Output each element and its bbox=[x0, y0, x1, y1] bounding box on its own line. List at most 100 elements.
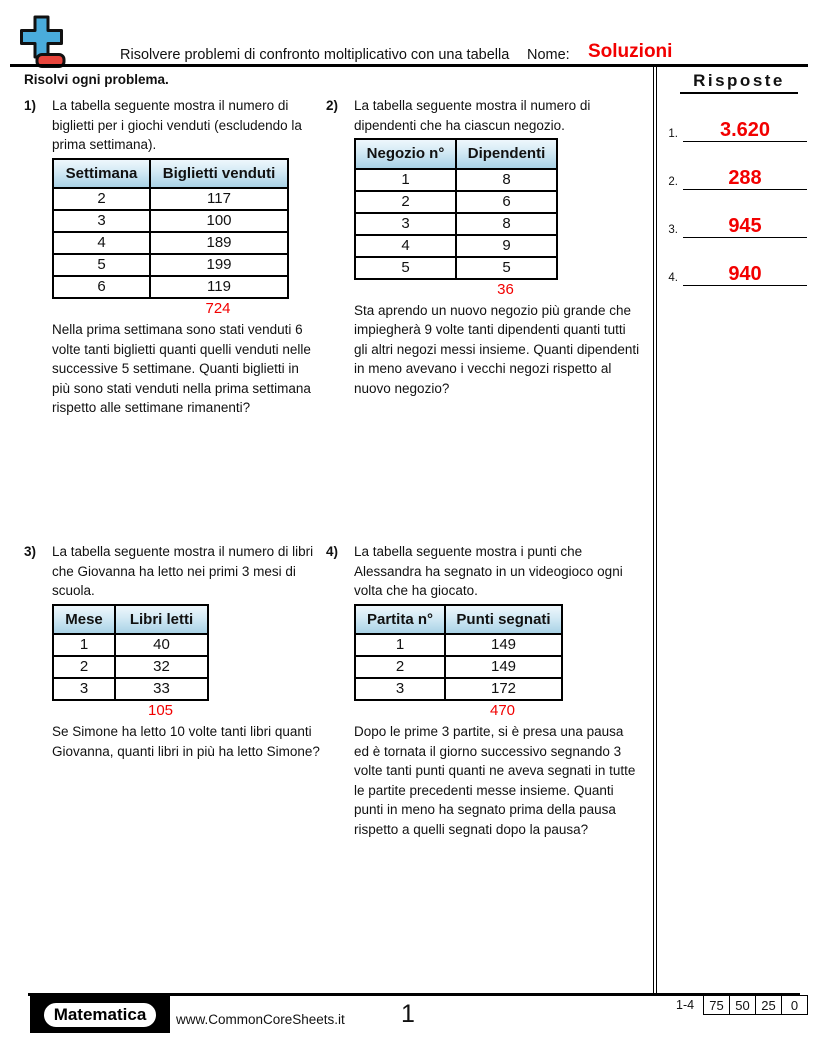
answer-row-2: 2. 288 bbox=[662, 167, 812, 190]
table-row: 1 149 bbox=[354, 633, 563, 657]
page-title: Risolvere problemi di confronto moltipli… bbox=[120, 47, 510, 63]
problem-4: 4) La tabella seguente mostra i punti ch… bbox=[326, 542, 642, 839]
table-cell: 1 bbox=[354, 633, 446, 657]
footer-divider bbox=[28, 993, 800, 996]
table-row: 2 32 bbox=[52, 655, 209, 679]
table-cell: 149 bbox=[444, 633, 563, 657]
answers-column-divider bbox=[653, 66, 657, 995]
table-cell: 40 bbox=[114, 633, 209, 657]
table-cell: 5 bbox=[455, 255, 558, 280]
table-header-cell: Biglietti venduti bbox=[149, 157, 289, 189]
brand-logo: Matematica bbox=[30, 996, 170, 1033]
problem-3-table: Mese Libri letti 1 40 2 32 3 33 bbox=[52, 603, 209, 701]
problem-question: Nella prima settimana sono stati venduti… bbox=[52, 322, 311, 415]
table-cell: 2 bbox=[52, 187, 151, 211]
problem-question: Se Simone ha letto 10 volte tanti libri … bbox=[52, 724, 320, 759]
table-cell: 3 bbox=[52, 677, 116, 701]
table-cell: 100 bbox=[149, 209, 289, 233]
score-cell: 75 bbox=[703, 995, 730, 1015]
table-cell: 9 bbox=[455, 233, 558, 258]
score-range-label: 1-4 bbox=[676, 998, 695, 1012]
problem-intro: La tabella seguente mostra i punti che A… bbox=[354, 544, 623, 598]
table-header-cell: Partita n° bbox=[354, 603, 446, 635]
problem-2: 2) La tabella seguente mostra il numero … bbox=[326, 96, 642, 398]
table-cell: 1 bbox=[354, 167, 457, 192]
table-row: 3 33 bbox=[52, 677, 209, 701]
worksheet-instruction: Risolvi ogni problema. bbox=[24, 72, 169, 87]
table-cell: 117 bbox=[149, 187, 289, 211]
plus-minus-math-icon bbox=[14, 14, 68, 70]
name-value-solutions: Soluzioni bbox=[588, 41, 673, 62]
table-cell: 149 bbox=[444, 655, 563, 679]
table-cell: 32 bbox=[114, 655, 209, 679]
table-cell: 5 bbox=[52, 253, 151, 277]
website-url: www.CommonCoreSheets.it bbox=[176, 1012, 345, 1027]
worked-answer: 470 bbox=[489, 702, 516, 719]
table-cell: 189 bbox=[149, 231, 289, 255]
answer-number: 1. bbox=[668, 128, 678, 140]
score-cell: 50 bbox=[729, 995, 756, 1015]
table-row: 4 189 bbox=[52, 231, 289, 255]
worked-answer: 724 bbox=[205, 300, 231, 317]
name-label: Nome: bbox=[527, 47, 570, 63]
table-header-cell: Negozio n° bbox=[354, 138, 457, 170]
answer-row-3: 3. 945 bbox=[662, 215, 812, 238]
answers-column: Risposte 1. 3.620 2. 288 3. 945 4. 940 bbox=[662, 71, 812, 286]
table-cell: 2 bbox=[354, 655, 446, 679]
problem-question: Dopo le prime 3 partite, si è presa una … bbox=[354, 724, 636, 837]
header-divider bbox=[10, 64, 808, 67]
table-cell: 119 bbox=[149, 275, 289, 299]
table-cell: 2 bbox=[52, 655, 116, 679]
table-cell: 4 bbox=[52, 231, 151, 255]
worked-answer: 105 bbox=[147, 702, 174, 719]
problem-question: Sta aprendo un nuovo negozio più grande … bbox=[354, 302, 640, 396]
table-cell: 33 bbox=[114, 677, 209, 701]
table-header-cell: Settimana bbox=[52, 157, 151, 189]
table-cell: 199 bbox=[149, 253, 289, 277]
table-cell: 172 bbox=[444, 677, 563, 701]
table-cell: 3 bbox=[354, 211, 457, 236]
answer-number: 3. bbox=[668, 224, 678, 236]
answers-title: Risposte bbox=[680, 71, 798, 94]
problem-number: 4) bbox=[326, 544, 339, 559]
table-row: 3 172 bbox=[354, 677, 563, 701]
table-header-cell: Libri letti bbox=[114, 603, 209, 635]
table-row: 1 40 bbox=[52, 633, 209, 657]
problem-intro: La tabella seguente mostra il numero di … bbox=[354, 98, 591, 133]
score-table: 75 50 25 0 bbox=[703, 995, 808, 1015]
worked-answer: 36 bbox=[497, 280, 514, 298]
answer-blank-line: 3.620 bbox=[683, 119, 807, 142]
table-cell: 5 bbox=[354, 255, 457, 280]
answer-value: 3.620 bbox=[719, 119, 771, 141]
table-row: 6 119 bbox=[52, 275, 289, 299]
answer-value: 940 bbox=[728, 263, 762, 285]
problem-intro: La tabella seguente mostra il numero di … bbox=[52, 544, 314, 598]
score-cell: 0 bbox=[781, 995, 808, 1015]
brand-label: Matematica bbox=[41, 1000, 159, 1029]
answer-number: 4. bbox=[668, 272, 678, 284]
problem-intro: La tabella seguente mostra il numero di … bbox=[52, 98, 302, 152]
table-header-cell: Punti segnati bbox=[444, 603, 563, 635]
table-cell: 1 bbox=[52, 633, 116, 657]
table-cell: 6 bbox=[52, 275, 151, 299]
table-cell: 8 bbox=[455, 167, 558, 192]
problem-1: 1) La tabella seguente mostra il numero … bbox=[24, 96, 320, 418]
answer-value: 945 bbox=[728, 215, 762, 237]
table-header-cell: Dipendenti bbox=[455, 138, 558, 170]
answer-blank-line: 945 bbox=[683, 215, 807, 238]
table-cell: 6 bbox=[455, 189, 558, 214]
problem-number: 3) bbox=[24, 544, 37, 559]
table-header-cell: Mese bbox=[52, 603, 116, 635]
answer-value: 288 bbox=[728, 167, 762, 189]
table-row: 5 199 bbox=[52, 253, 289, 277]
table-cell: 8 bbox=[455, 211, 558, 236]
problem-3: 3) La tabella seguente mostra il numero … bbox=[24, 542, 320, 761]
answer-number: 2. bbox=[668, 176, 678, 188]
table-cell: 4 bbox=[354, 233, 457, 258]
